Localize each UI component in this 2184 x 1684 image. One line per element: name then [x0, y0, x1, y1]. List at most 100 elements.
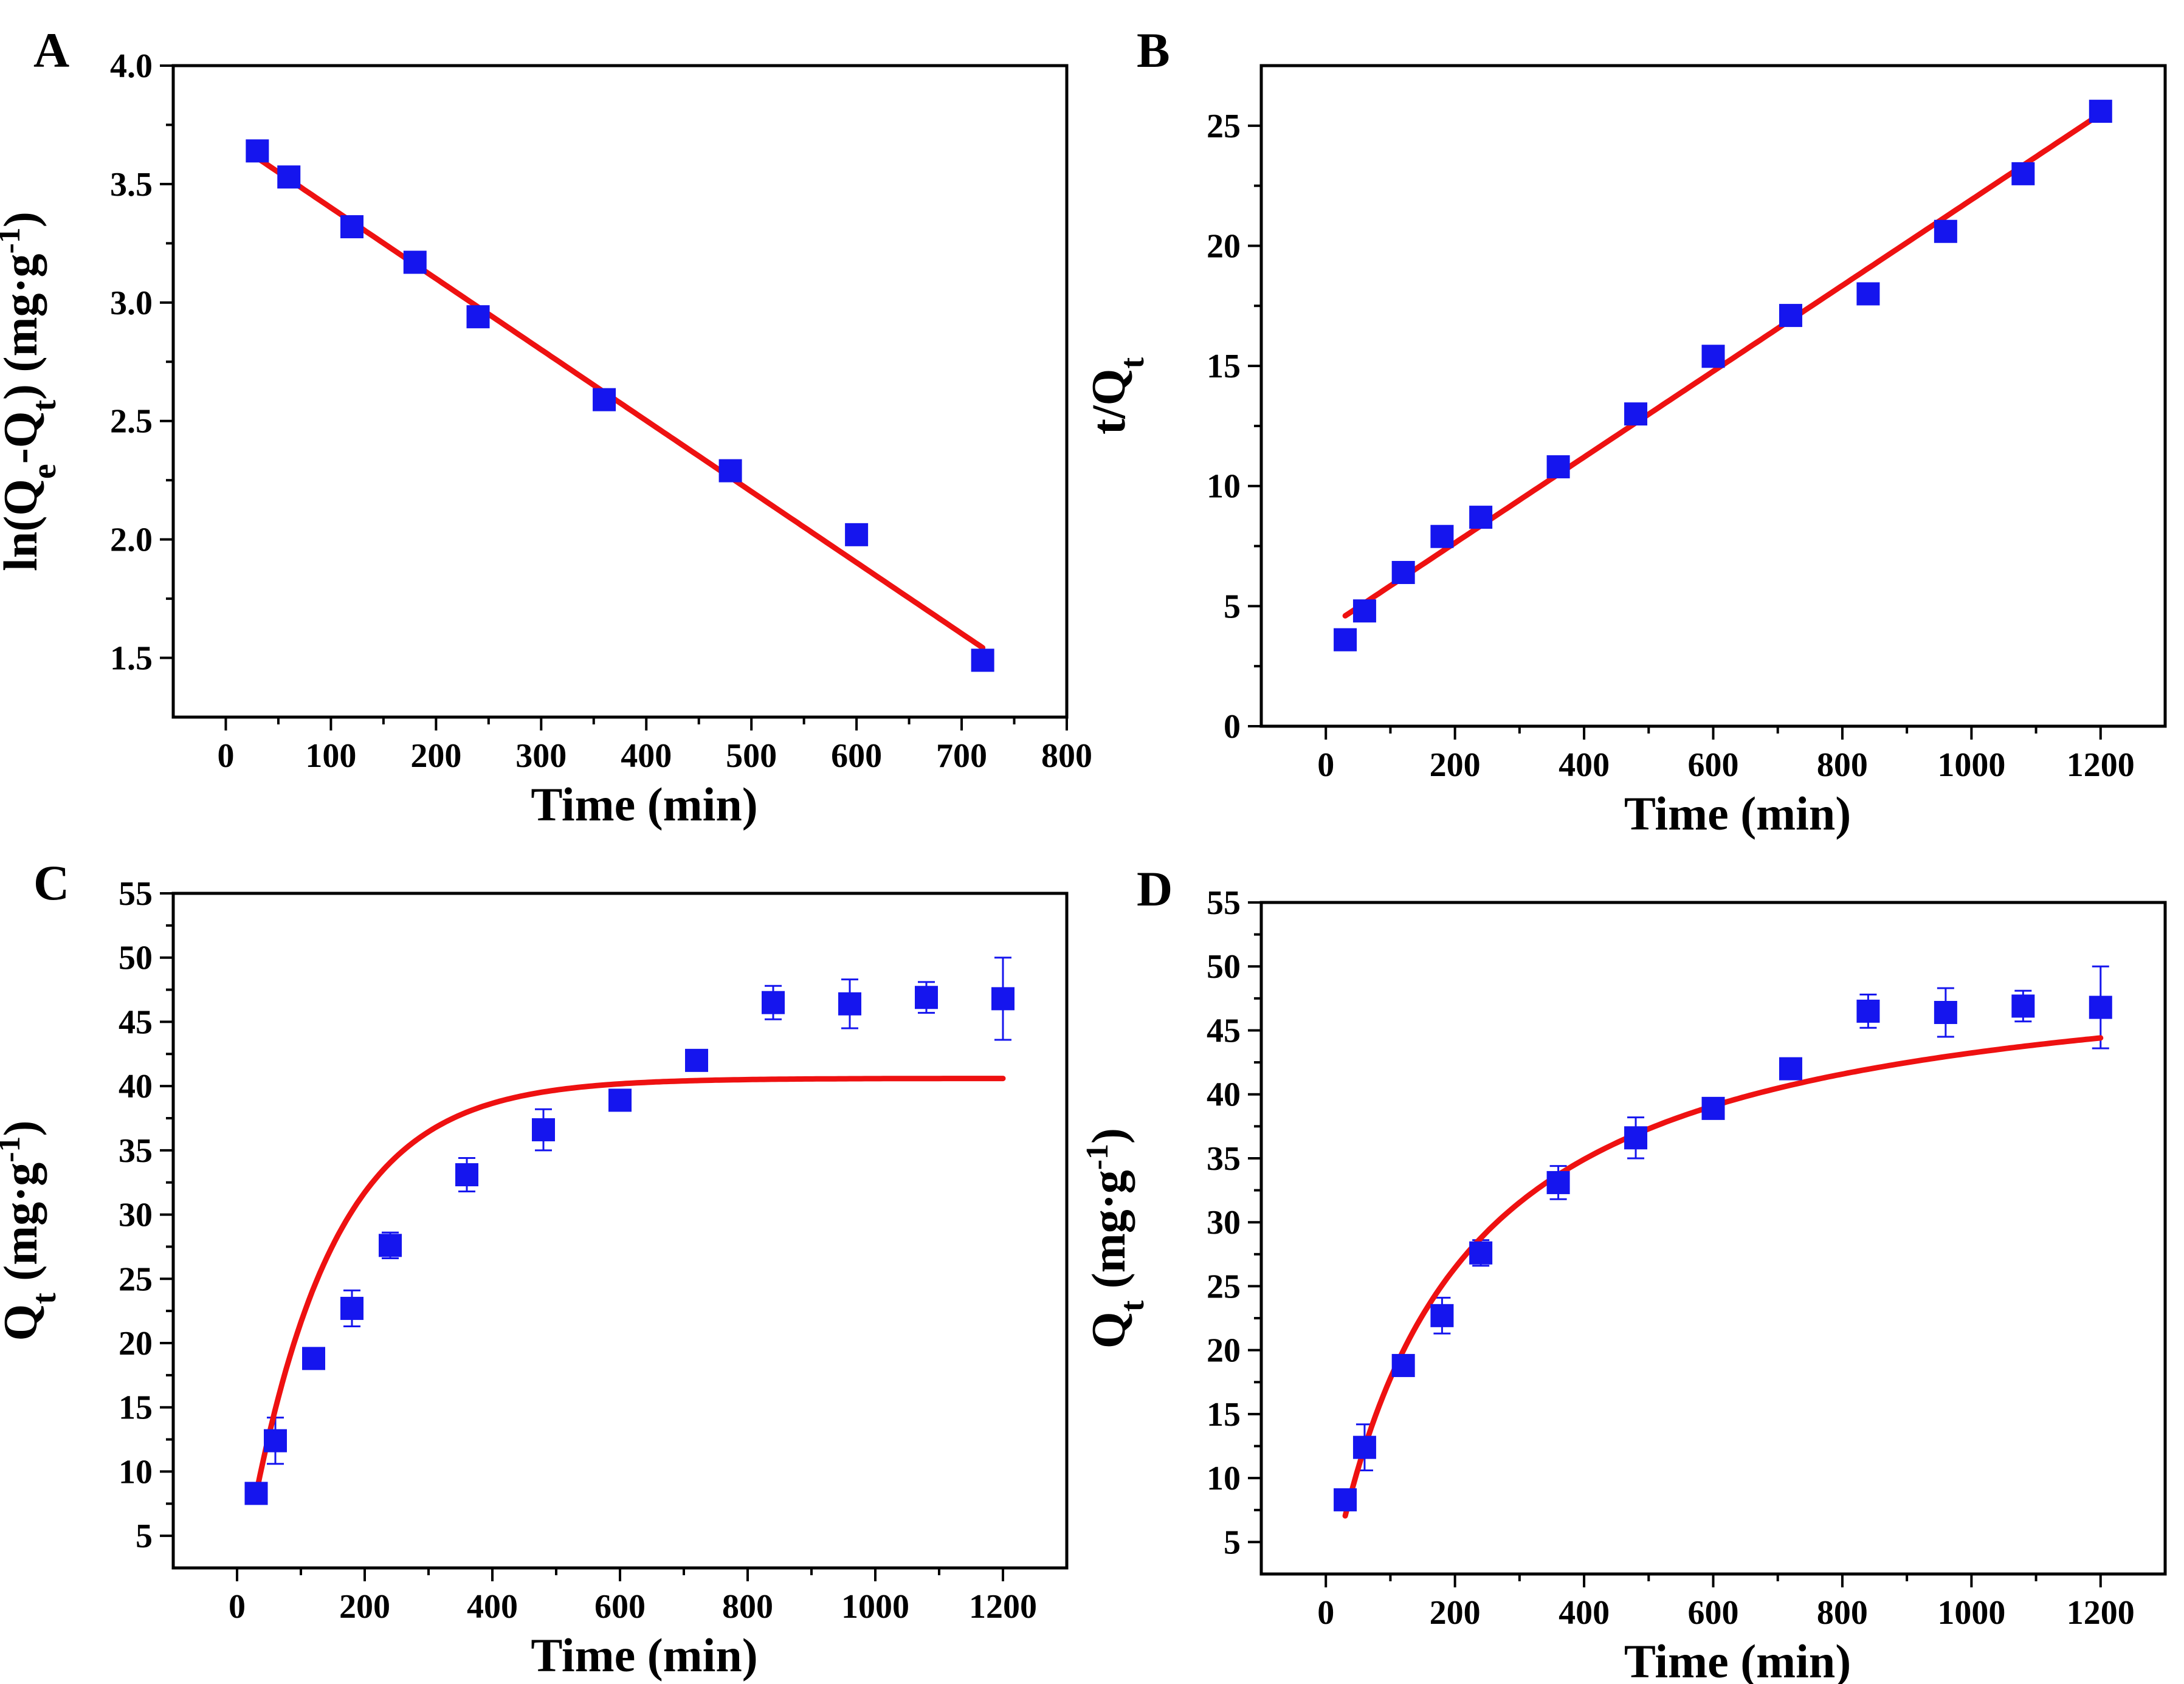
y-tick-label: 0 [1224, 708, 1241, 746]
data-point [1624, 1126, 1648, 1150]
data-point [1934, 1001, 1957, 1025]
x-tick-label: 0 [1317, 746, 1334, 784]
x-tick-label: 800 [1817, 746, 1868, 784]
y-tick-label: 1.5 [110, 640, 153, 678]
x-tick-label: 500 [726, 737, 777, 775]
y-title-text: (mg·g [1082, 1170, 1135, 1300]
y-tick-label: 3.0 [110, 284, 153, 322]
y-title-text: t/Q [1082, 369, 1135, 435]
data-point [762, 991, 785, 1014]
x-tick-label: 600 [1688, 746, 1739, 784]
y-tick-label: 15 [1207, 348, 1241, 385]
data-point [466, 305, 490, 329]
x-tick-label: 700 [936, 737, 987, 775]
y-tick-label: 2.0 [110, 521, 153, 559]
y-title-subscript: t [26, 1293, 63, 1304]
y-title-text: -Q [0, 411, 47, 464]
data-point [593, 388, 616, 411]
y-tick-label: 10 [1207, 468, 1241, 506]
y-tick-label: 30 [1207, 1204, 1241, 1242]
panel-label: A [33, 22, 69, 78]
x-tick-label: 0 [217, 737, 234, 775]
chart-panel-c: C 0 200 400 600 800 1000 1200 5 10 15 20 25 30 35 40 45 5… [0, 855, 1069, 1682]
data-point [1430, 1304, 1454, 1327]
x-tick-label: 800 [1041, 737, 1092, 775]
data-point [1701, 1096, 1725, 1120]
x-tick-label: 300 [515, 737, 567, 775]
y-tick-label: 5 [1224, 588, 1241, 625]
data-point [246, 139, 269, 163]
y-tick-label: 55 [119, 875, 153, 913]
data-point [264, 1429, 287, 1452]
y-tick-label: 3.5 [110, 166, 153, 204]
y-tick-label: 10 [1207, 1460, 1241, 1497]
panel-label: D [1137, 861, 1173, 916]
chart-panel-d: D 0 200 400 600 800 1000 1200 5 10 15 20 25 30 35 40 45 5… [1080, 861, 2167, 1684]
x-tick-label: 0 [1317, 1594, 1334, 1632]
data-point [277, 165, 301, 189]
x-tick-label: 800 [722, 1588, 773, 1626]
data-point [685, 1048, 708, 1072]
panel-label: C [33, 855, 69, 910]
data-point [302, 1347, 325, 1370]
plot-frame [171, 64, 1069, 719]
data-point [1856, 282, 1880, 306]
y-tick-label: 4.0 [110, 47, 153, 85]
data-point [455, 1163, 478, 1187]
x-tick-label: 0 [229, 1588, 246, 1626]
y-tick-label: 15 [119, 1389, 153, 1427]
y-tick-label: 25 [119, 1260, 153, 1298]
data-point [2089, 100, 2112, 123]
y-axis-title: Qt (mg·g-1) [0, 1120, 63, 1341]
data-point [1469, 506, 1493, 529]
data-point [971, 648, 994, 672]
data-point [403, 250, 427, 274]
y-title-text: ) (mg·g [0, 254, 47, 400]
fit-line [253, 1076, 1006, 1497]
y-tick-label: 25 [1207, 108, 1241, 145]
y-tick-label: 30 [119, 1197, 153, 1234]
data-point [991, 987, 1014, 1011]
y-tick-label: 40 [1207, 1076, 1241, 1114]
y-title-text: Q [1082, 1311, 1135, 1349]
data-point [1624, 402, 1648, 426]
data-point [608, 1088, 632, 1112]
data-point [2089, 995, 2112, 1019]
x-tick-label: 200 [410, 737, 461, 775]
x-tick-label: 1200 [2067, 1594, 2135, 1632]
y-tick-label: 35 [1207, 1140, 1241, 1178]
y-tick-label: 35 [119, 1132, 153, 1170]
panel-label: B [1137, 22, 1170, 78]
data-point [2011, 994, 2035, 1018]
x-tick-label: 1000 [1937, 746, 2005, 784]
data-point [1391, 1353, 1415, 1377]
data-point [2011, 162, 2035, 185]
y-tick-label: 45 [1207, 1012, 1241, 1050]
y-tick-label: 45 [119, 1003, 153, 1041]
data-point [1469, 1241, 1493, 1265]
y-axis-title: t/Qt [1082, 357, 1151, 435]
data-point [718, 459, 742, 483]
data-point [1779, 304, 1802, 328]
y-tick-label: 5 [1224, 1524, 1241, 1561]
data-point [1546, 455, 1570, 479]
y-title-superscript: -1 [1080, 1144, 1115, 1170]
x-tick-label: 1000 [1937, 1594, 2005, 1632]
data-point [1701, 345, 1725, 368]
data-point [340, 1296, 363, 1320]
y-tick-label: 15 [1207, 1396, 1241, 1434]
data-point [1934, 219, 1957, 243]
x-axis-title: Time (min) [531, 1629, 757, 1682]
x-tick-label: 1000 [841, 1588, 909, 1626]
y-tick-label: 20 [1207, 1332, 1241, 1370]
x-tick-label: 400 [1559, 1594, 1610, 1632]
data-point [532, 1118, 555, 1142]
x-tick-label: 200 [1430, 746, 1481, 784]
x-tick-label: 200 [1430, 1594, 1481, 1632]
y-title-superscript: -1 [0, 227, 27, 253]
x-tick-label: 600 [831, 737, 882, 775]
y-title-text: (mg·g [0, 1163, 47, 1293]
y-tick-label: 50 [119, 940, 153, 977]
data-point [244, 1482, 268, 1505]
